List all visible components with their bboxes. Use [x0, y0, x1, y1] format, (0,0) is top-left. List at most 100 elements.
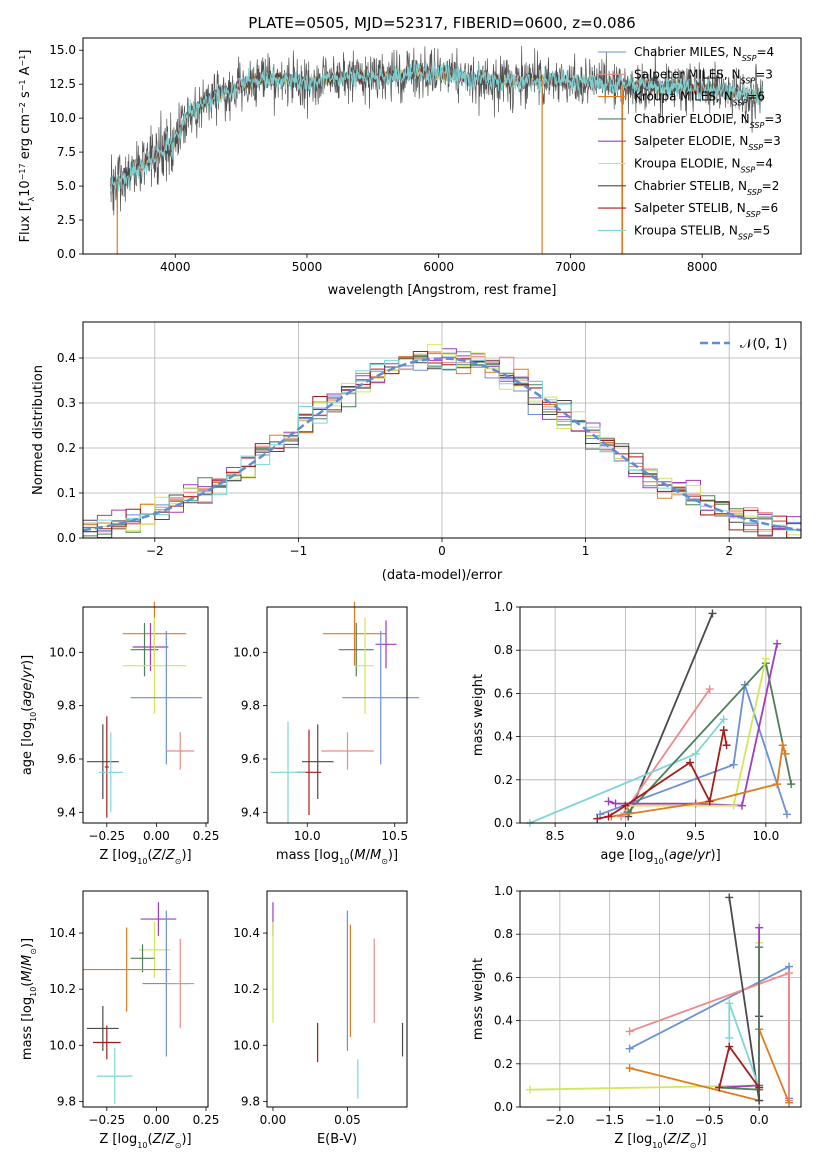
error-bar-point: [166, 732, 195, 770]
weight-series: [715, 1042, 764, 1092]
y-tick-label: 0.4: [494, 730, 513, 744]
x-tick-label: 2: [725, 544, 733, 558]
weight-marker: [785, 1098, 794, 1107]
x-tick-label: 7000: [555, 260, 586, 274]
error-bar-point: [92, 1025, 121, 1060]
y-tick-label: 10.4: [233, 926, 260, 940]
x-tick-label: 6000: [423, 260, 454, 274]
x-tick-label: 9.5: [686, 829, 705, 843]
legend-entry: Chabrier ELODIE, NSSP=3: [634, 112, 782, 129]
weight-marker: [729, 760, 738, 769]
x-axis-label: Z [log10(Z/Z⊙)]: [99, 848, 191, 866]
histogram-series: [83, 352, 801, 538]
y-tick-label: 15.0: [49, 43, 76, 57]
y-tick-label: 9.8: [241, 1094, 260, 1108]
weight-series: [725, 893, 764, 1105]
y-tick-label: 9.4: [241, 805, 260, 819]
y-tick-label: 5.0: [57, 179, 76, 193]
error-bar-point: [104, 716, 109, 818]
weight-marker: [729, 801, 738, 810]
y-tick-label: 0.4: [494, 1014, 513, 1028]
error-bar-point: [122, 617, 187, 714]
weight-marker: [725, 1042, 734, 1051]
error-bar-point: [86, 1006, 119, 1051]
x-tick-label: 0.00: [260, 1113, 287, 1127]
y-tick-label: 12.5: [49, 77, 76, 91]
weight-marker: [691, 749, 700, 758]
weight-marker: [778, 741, 787, 750]
legend-entry: Chabrier STELIB, NSSP=2: [634, 179, 779, 197]
x-tick-label: 0.0: [750, 1113, 769, 1127]
x-axis-label: Z [log10(Z/Z⊙)]: [99, 1132, 191, 1150]
x-tick-label: 0.25: [193, 829, 220, 843]
y-tick-label: 10.0: [233, 645, 260, 659]
error-bar-point: [321, 732, 374, 770]
x-tick-label: 5000: [292, 260, 323, 274]
x-tick-label: −2.0: [545, 1113, 574, 1127]
x-tick-label: 10.0: [753, 829, 780, 843]
weight-marker: [782, 810, 791, 819]
y-tick-label: 0.1: [57, 486, 76, 500]
weight-series: [715, 923, 764, 1092]
weight-marker: [725, 999, 734, 1008]
error-bar-point: [302, 724, 334, 799]
x-tick-label: 8.5: [546, 829, 565, 843]
legend-entry: Chabrier MILES, NSSP=4: [634, 45, 774, 63]
error-bar-point: [270, 721, 306, 823]
x-tick-label: 0: [438, 544, 446, 558]
x-axis-label: E(B-V): [317, 1132, 357, 1147]
weight-marker: [755, 1083, 764, 1092]
y-tick-label: 1.0: [494, 600, 513, 614]
x-tick-label: 9.0: [616, 829, 635, 843]
y-tick-label: 0.0: [57, 531, 76, 545]
legend-entry: Salpeter ELODIE, NSSP=3: [634, 134, 781, 152]
weight-marker: [625, 1044, 634, 1053]
y-axis-label: Normed distribution: [31, 365, 46, 495]
weight-line: [728, 897, 760, 1101]
weight-marker: [617, 812, 626, 821]
x-axis-label: (data-model)/error: [382, 568, 503, 583]
x-tick-label: 0.00: [143, 829, 170, 843]
x-tick-label: −1.5: [595, 1113, 624, 1127]
weight-line: [620, 688, 711, 818]
error-bar-point: [342, 631, 420, 765]
weight-marker: [625, 1027, 634, 1036]
weight-marker: [604, 812, 613, 821]
spectrum-panel: 4000 5000 6000 7000 8000 0.0 2.5 5.0 7.5 10.0 12.5…: [18, 14, 802, 298]
error-bar-point: [138, 921, 171, 978]
weight-series: [725, 999, 764, 1092]
y-axis-label: mass weight: [471, 958, 486, 1040]
error-bar-point: [356, 617, 374, 714]
y-tick-label: 10.0: [49, 1038, 76, 1052]
y-tick-label: 1.0: [494, 884, 513, 898]
axes-frame: [82, 606, 209, 824]
weight-marker: [785, 969, 794, 978]
y-tick-label: 0.6: [494, 686, 513, 700]
weight-marker: [705, 797, 714, 806]
axes-frame: [519, 890, 802, 1108]
y-axis-label: age [log10(age/yr)]: [20, 655, 38, 775]
mass-vs-Z-panel: −0.25 0.00 0.25 9.8 10.0 10.2 10.4 Z [log10(Z/Z…: [20, 890, 219, 1150]
weight-marker: [719, 715, 728, 724]
axes-frame: [82, 37, 802, 255]
x-axis-label: mass [log10(M/M⊙)]: [276, 848, 398, 866]
weight-marker: [737, 801, 746, 810]
weight-line: [599, 684, 788, 816]
y-tick-label: 0.0: [57, 247, 76, 261]
residuals-panel: −2 −1 0 1 2 0.0 0.1 0.2 0.3 0.4 𝒩(0, 1) (data-model…: [31, 321, 802, 583]
legend: Chabrier MILES, NSSP=4 Salpeter MILES, NS…: [598, 45, 782, 241]
weight-marker: [705, 685, 714, 694]
x-tick-label: 4000: [160, 260, 191, 274]
error-bar-point: [98, 732, 123, 813]
y-tick-label: 0.3: [57, 396, 76, 410]
y-axis-label: Flux [fλ10−17 erg cm−2 s−1 A−1]: [18, 50, 36, 243]
y-tick-label: 7.5: [57, 145, 76, 159]
weight-marker: [755, 943, 764, 952]
age-vs-Z-panel: −0.25 0.00 0.25 9.4 9.6 9.8 10.0 Z [log10(Z/Z⊙)…: [20, 601, 220, 866]
x-axis-label: wavelength [Angstrom, rest frame]: [328, 283, 557, 298]
weight-line: [627, 613, 714, 817]
y-tick-label: 9.8: [57, 1094, 76, 1108]
x-tick-label: −2: [146, 544, 164, 558]
error-bar-point: [140, 902, 177, 936]
